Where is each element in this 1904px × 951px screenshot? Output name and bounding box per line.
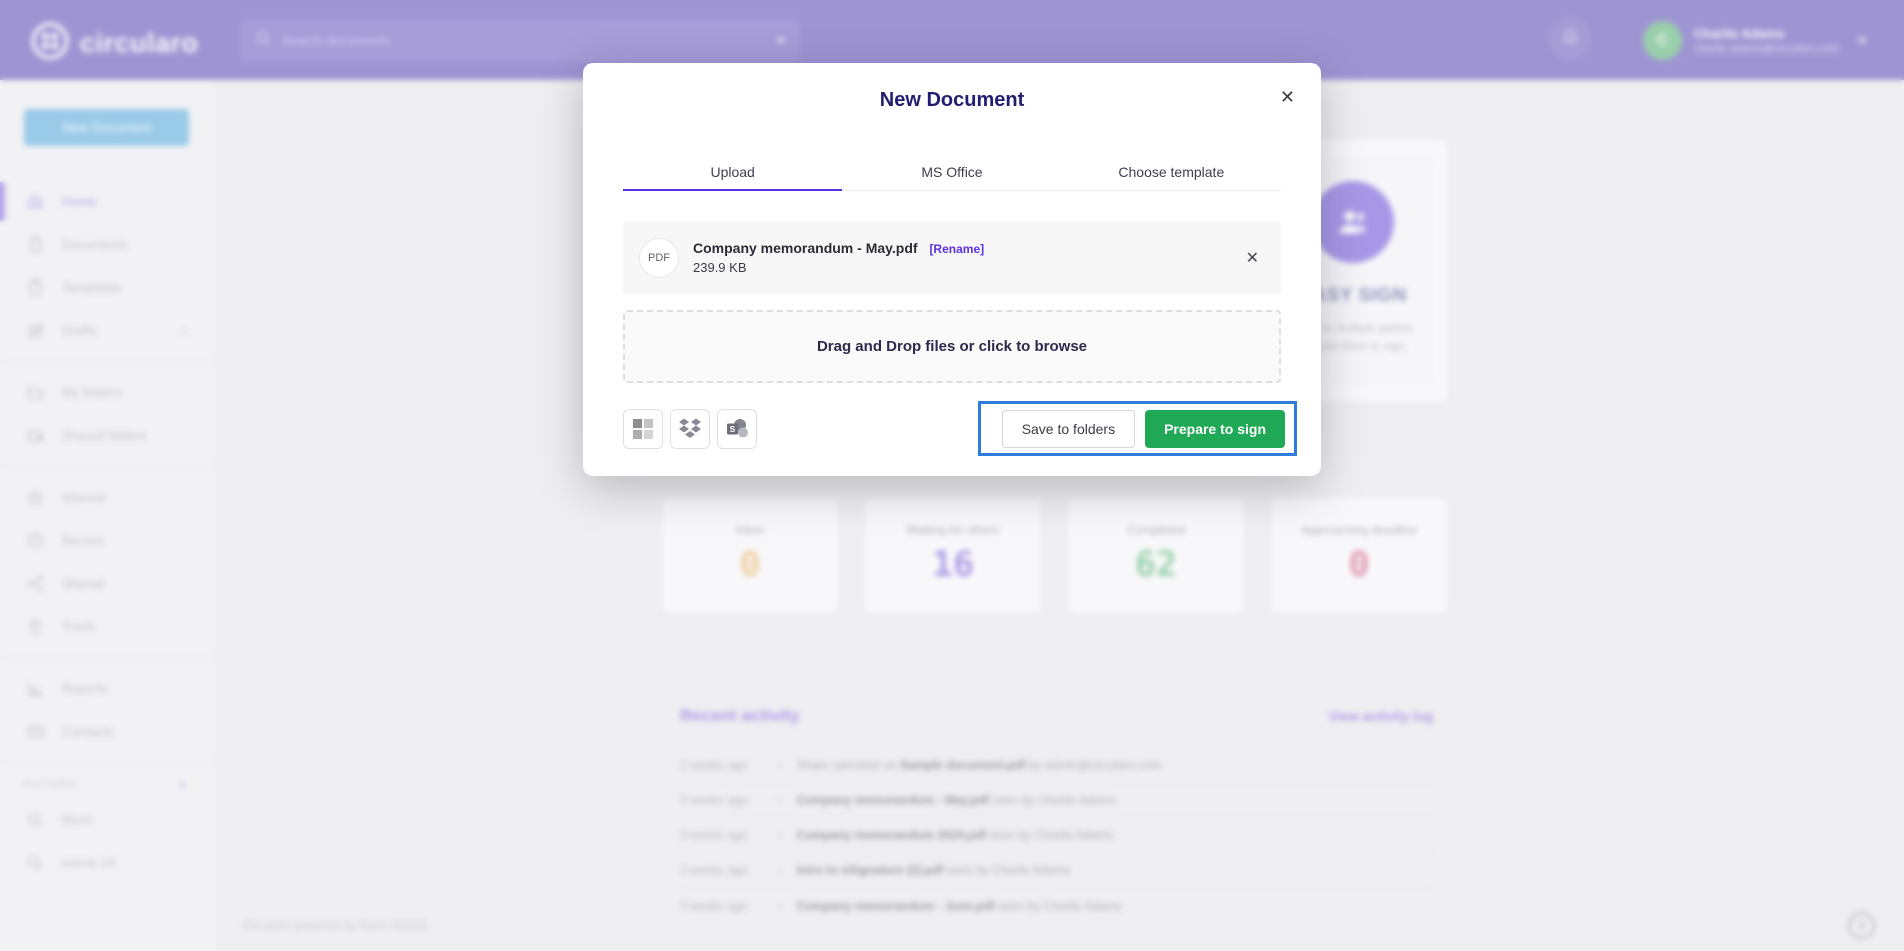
modal-tabs: Upload MS Office Choose template bbox=[623, 158, 1281, 191]
sharepoint-icon: S bbox=[727, 419, 748, 438]
save-to-folders-button[interactable]: Save to folders bbox=[1001, 409, 1136, 448]
remove-file-icon[interactable]: ✕ bbox=[1245, 249, 1259, 267]
microsoft-icon bbox=[632, 418, 654, 440]
dropzone[interactable]: Drag and Drop files or click to browse bbox=[623, 310, 1281, 383]
new-document-modal: New Document ✕ Upload MS Office Choose t… bbox=[583, 63, 1321, 476]
dropbox-icon bbox=[679, 418, 701, 438]
rename-link[interactable]: [Rename] bbox=[929, 242, 985, 256]
dropzone-text: Drag and Drop files or click to browse bbox=[816, 338, 1088, 355]
tab-choose-template[interactable]: Choose template bbox=[1118, 164, 1225, 180]
microsoft-storage-button[interactable] bbox=[623, 409, 663, 449]
modal-close-icon[interactable]: ✕ bbox=[1279, 87, 1295, 107]
file-size: 239.9 KB bbox=[693, 260, 747, 275]
annotation-highlight-box: Save to folders Prepare to sign bbox=[978, 401, 1297, 456]
dropbox-storage-button[interactable] bbox=[670, 409, 710, 449]
file-name: Company memorandum - May.pdf bbox=[693, 240, 918, 256]
sharepoint-storage-button[interactable]: S bbox=[717, 409, 757, 449]
uploaded-file-row: PDF Company memorandum - May.pdf [Rename… bbox=[623, 221, 1281, 294]
modal-title: New Document bbox=[879, 89, 1025, 111]
tab-upload[interactable]: Upload bbox=[623, 158, 843, 191]
prepare-to-sign-button[interactable]: Prepare to sign bbox=[1145, 409, 1285, 448]
svg-text:S: S bbox=[730, 424, 736, 434]
cloud-storage-buttons: S bbox=[623, 409, 757, 449]
tab-ms-office[interactable]: MS Office bbox=[921, 164, 983, 180]
pdf-badge: PDF bbox=[639, 237, 679, 278]
